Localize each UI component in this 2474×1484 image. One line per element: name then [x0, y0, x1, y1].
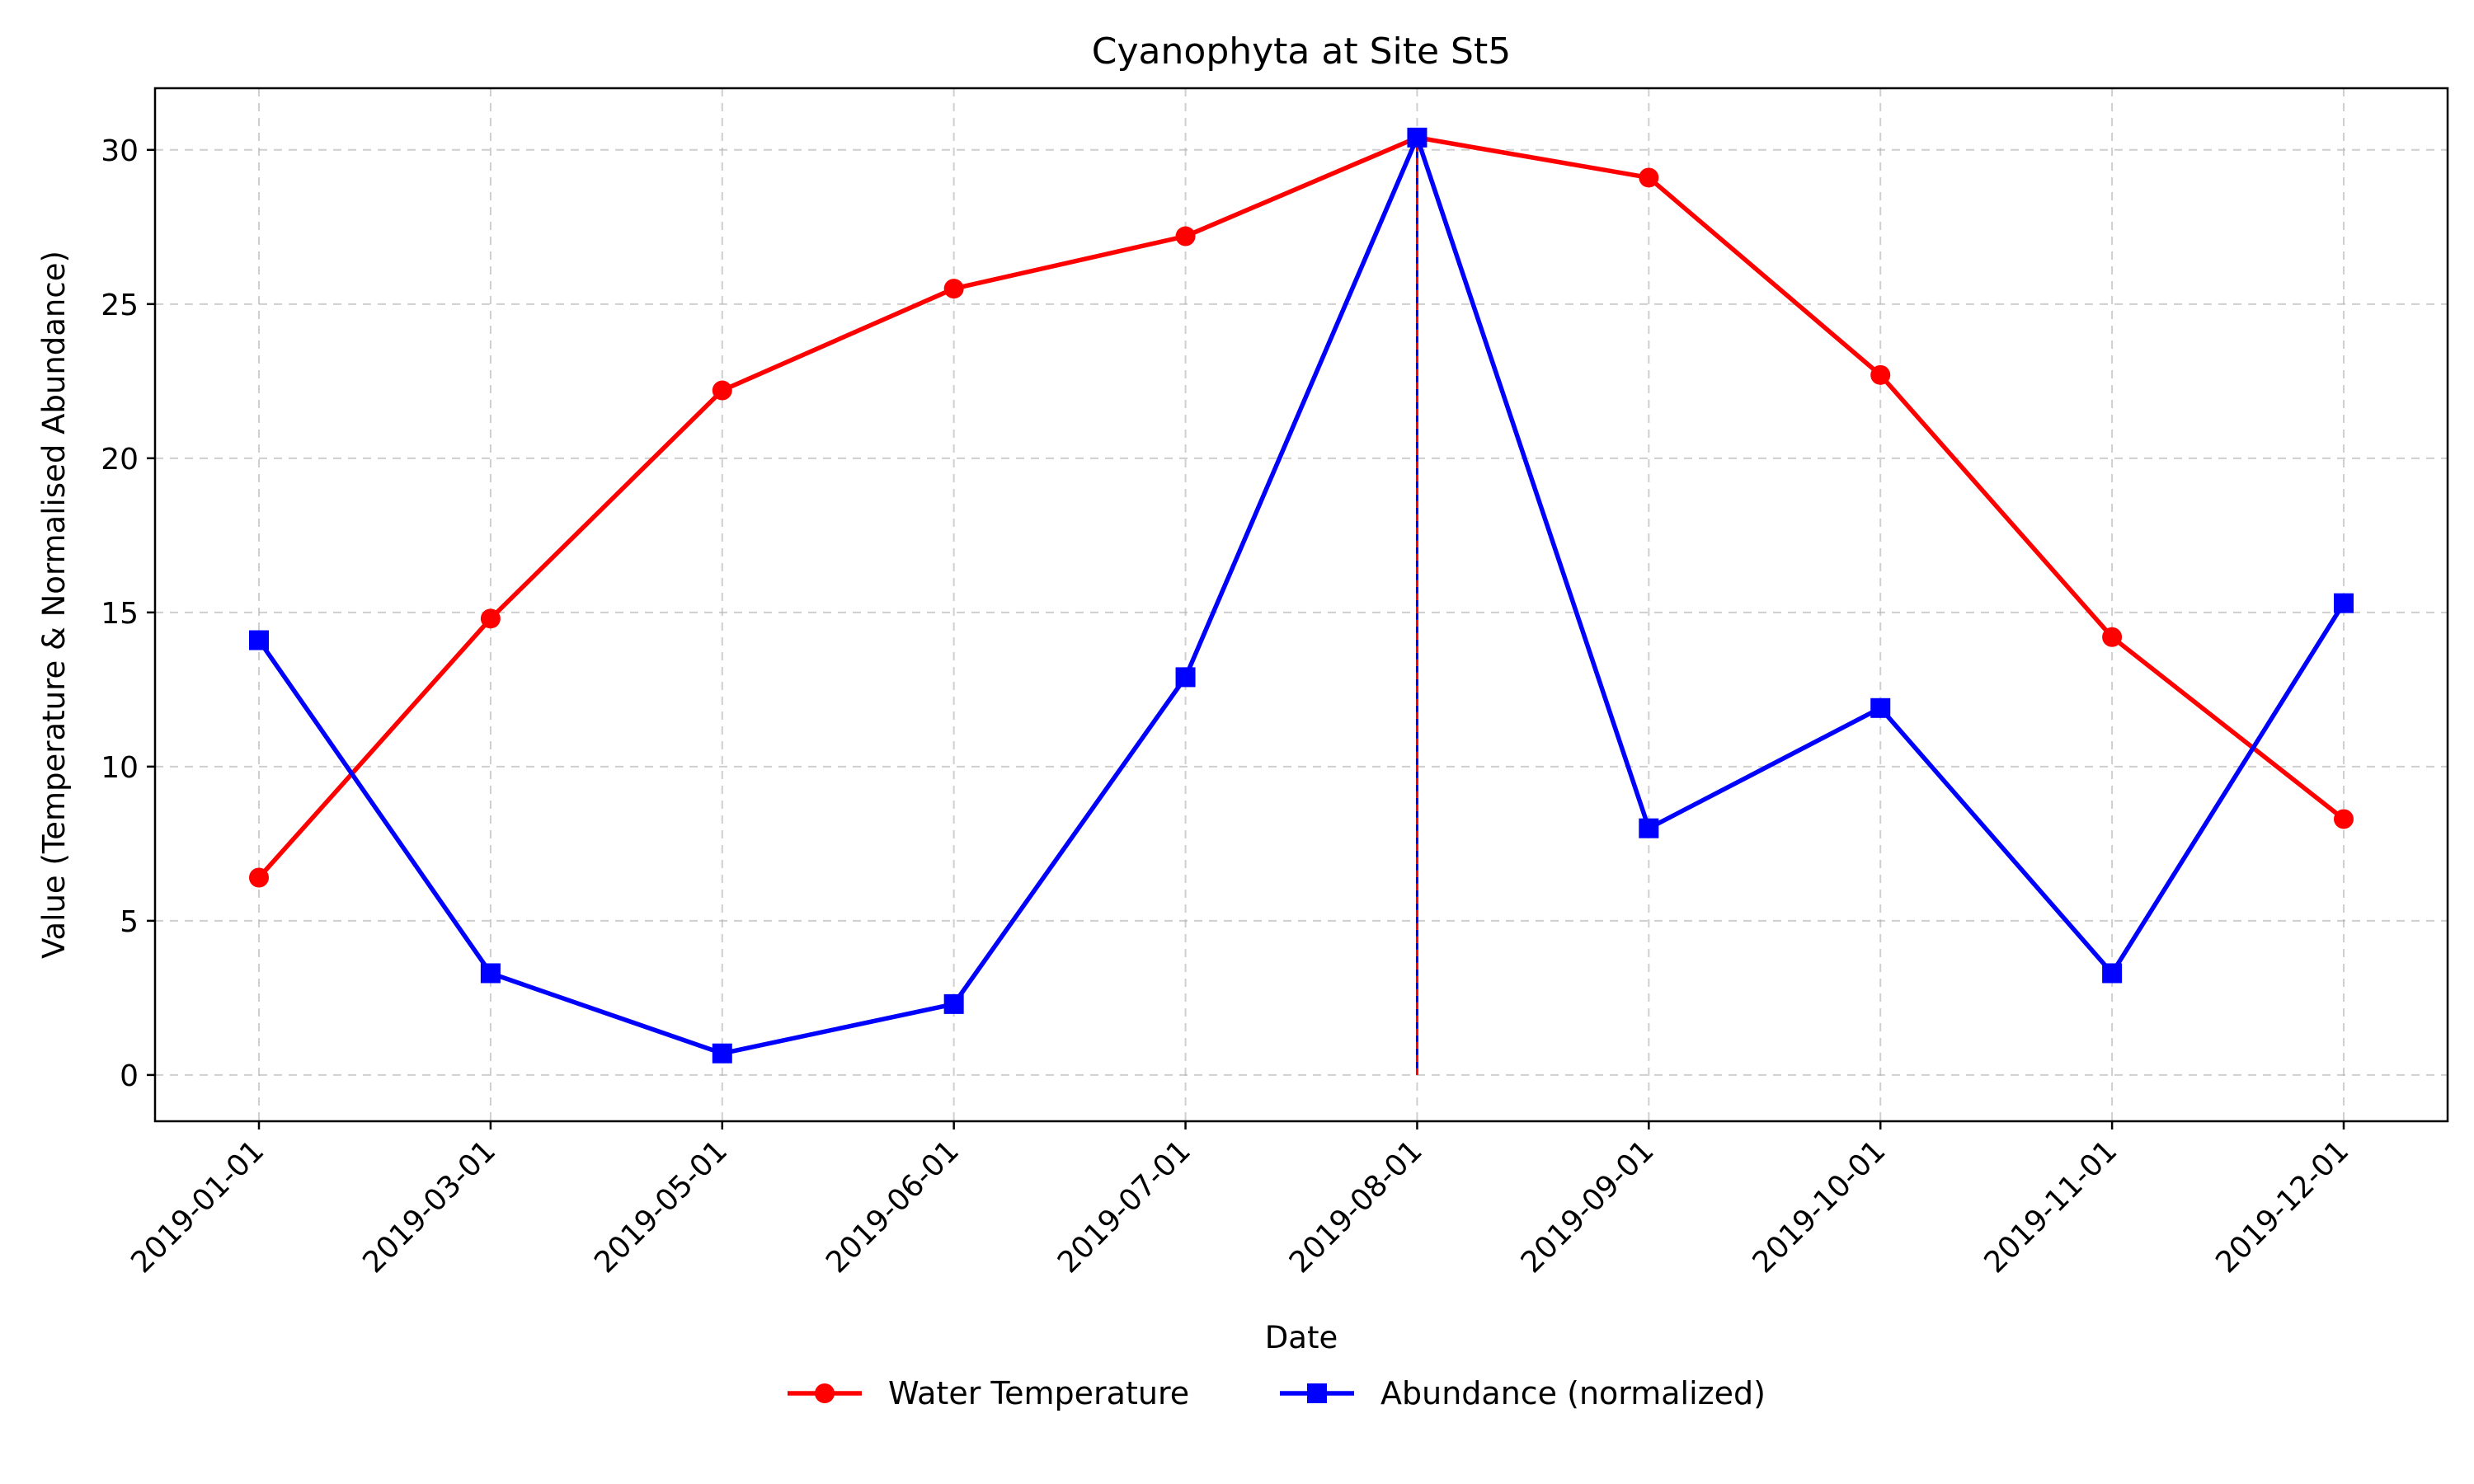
legend: Water Temperature Abundance (normalized) [788, 1375, 1766, 1411]
legend-item: Water Temperature [788, 1375, 1189, 1411]
data-point [2102, 963, 2123, 984]
data-point [2102, 627, 2123, 647]
x-axis-label: Date [1265, 1320, 1338, 1355]
legend-label: Abundance (normalized) [1380, 1375, 1766, 1411]
plot-frame [153, 87, 2449, 1123]
data-point [1870, 697, 1891, 718]
x-tick-label: 2019-05-01 [588, 1134, 734, 1280]
axis-layer: 0 5 10 15 20 25 30 2019-01-01 2019-03-01 2019-05-… [101, 134, 2355, 1280]
data-point [712, 1043, 732, 1064]
data-point [1175, 667, 1196, 688]
x-tick-label: 2019-07-01 [1051, 1134, 1197, 1280]
x-tick-label: 2019-01-01 [125, 1134, 270, 1280]
legend-item: Abundance (normalized) [1280, 1375, 1766, 1411]
data-point [2334, 593, 2354, 613]
chart-title: Cyanophyta at Site St5 [1092, 31, 1511, 73]
data-point [1175, 226, 1196, 247]
data-point [249, 867, 269, 888]
series-1 [249, 127, 2354, 1064]
data-point [2334, 809, 2354, 829]
legend-label: Water Temperature [888, 1375, 1189, 1411]
data-point [1407, 127, 1427, 148]
series-layer [249, 127, 2354, 1064]
x-tick-label: 2019-03-01 [356, 1134, 502, 1280]
data-point [1870, 364, 1891, 385]
legend-marker [1307, 1383, 1327, 1403]
data-point [943, 993, 964, 1014]
y-tick-label: 0 [120, 1059, 139, 1093]
y-axis-label: Value (Temperature & Normalised Abundanc… [36, 251, 72, 959]
data-point [712, 380, 732, 401]
y-tick-label: 20 [101, 443, 139, 477]
x-tick-label: 2019-11-01 [1978, 1134, 2124, 1280]
y-tick-label: 30 [101, 134, 139, 168]
y-tick-label: 10 [101, 751, 139, 785]
y-tick-label: 25 [101, 289, 139, 322]
series-0 [249, 127, 2354, 888]
y-tick-label: 15 [101, 597, 139, 631]
data-point [943, 279, 964, 299]
y-tick-label: 5 [120, 905, 139, 939]
series-line [256, 135, 2346, 1056]
data-point [480, 963, 501, 984]
x-tick-label: 2019-09-01 [1515, 1134, 1661, 1280]
data-point [249, 630, 269, 650]
data-point [1639, 167, 1659, 188]
x-tick-label: 2019-12-01 [2209, 1134, 2355, 1280]
series-line [256, 135, 2345, 880]
x-tick-label: 2019-06-01 [820, 1134, 966, 1280]
legend-marker [815, 1383, 835, 1403]
data-point [480, 608, 501, 629]
data-point [1639, 818, 1659, 838]
grid-layer [155, 88, 2448, 1121]
x-tick-label: 2019-08-01 [1283, 1134, 1429, 1280]
x-tick-label: 2019-10-01 [1747, 1134, 1893, 1280]
